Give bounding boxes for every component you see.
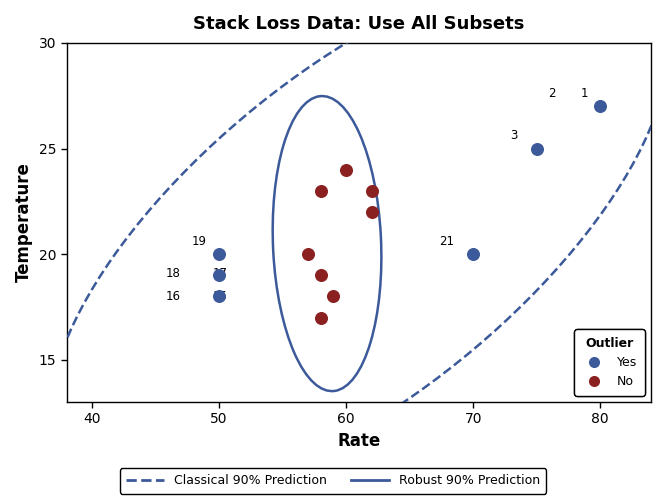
Legend: Yes, No: Yes, No (575, 330, 645, 396)
Point (595, 102, 605, 110)
Point (366, 208, 377, 216)
Text: 3: 3 (510, 129, 517, 142)
Text: 15: 15 (212, 290, 228, 303)
Point (316, 272, 326, 280)
Text: 16: 16 (166, 290, 181, 303)
Y-axis label: Temperature: Temperature (15, 162, 33, 282)
Text: 18: 18 (166, 266, 181, 280)
Text: 2: 2 (548, 87, 555, 100)
Text: 1: 1 (581, 87, 589, 100)
Point (341, 166, 352, 173)
Text: 19: 19 (191, 235, 206, 248)
Point (366, 187, 377, 195)
Point (214, 292, 224, 300)
Text: 21: 21 (439, 235, 454, 248)
Point (468, 250, 478, 258)
Point (316, 187, 326, 195)
Legend: Classical 90% Prediction, Robust 90% Prediction: Classical 90% Prediction, Robust 90% Pre… (120, 468, 546, 494)
Point (316, 314, 326, 322)
Point (214, 250, 224, 258)
Title: Stack Loss Data: Use All Subsets: Stack Loss Data: Use All Subsets (193, 15, 525, 33)
Point (302, 250, 313, 258)
X-axis label: Rate: Rate (337, 432, 380, 450)
Text: 17: 17 (212, 266, 228, 280)
Point (531, 144, 542, 152)
Point (214, 272, 224, 280)
Point (328, 292, 339, 300)
